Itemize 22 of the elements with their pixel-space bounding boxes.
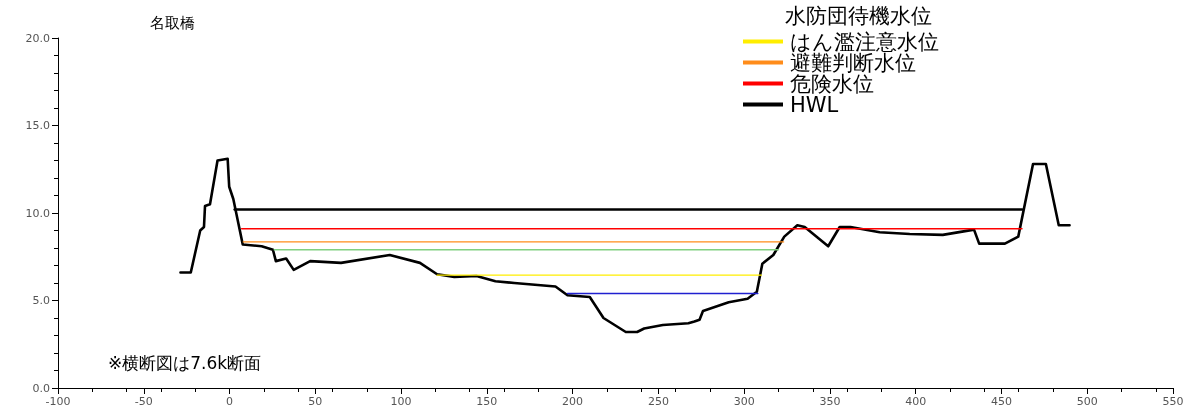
x-tick-label: 0 <box>226 395 234 408</box>
x-tick-label: 450 <box>990 395 1012 408</box>
y-tick-label: 0.0 <box>32 381 50 395</box>
y-tick-label: 5.0 <box>32 294 50 307</box>
x-tick-label: 300 <box>733 395 755 408</box>
y-tick-label: 15.0 <box>25 119 50 132</box>
annotation: ※横断図は7.6k断面 <box>108 352 262 373</box>
x-tick-label: -50 <box>134 395 153 408</box>
x-tick-label: 50 <box>308 395 323 408</box>
x-tick-label: 150 <box>476 395 498 408</box>
x-tick-label: 200 <box>562 395 584 408</box>
y-tick-label: 20.0 <box>25 31 50 45</box>
chart-title: 名取橋 <box>150 13 195 32</box>
x-tick-label: 350 <box>819 395 841 408</box>
x-tick-label: -100 <box>45 395 71 408</box>
y-tick-label: 10.0 <box>25 206 50 220</box>
x-tick-label: 500 <box>1076 395 1098 408</box>
x-tick-label: 250 <box>647 395 669 408</box>
text: 水防団待機水位 <box>785 3 932 28</box>
x-tick-label: 550 <box>1162 395 1184 408</box>
x-tick-label: 400 <box>905 395 927 408</box>
x-tick-label: 100 <box>390 395 412 408</box>
